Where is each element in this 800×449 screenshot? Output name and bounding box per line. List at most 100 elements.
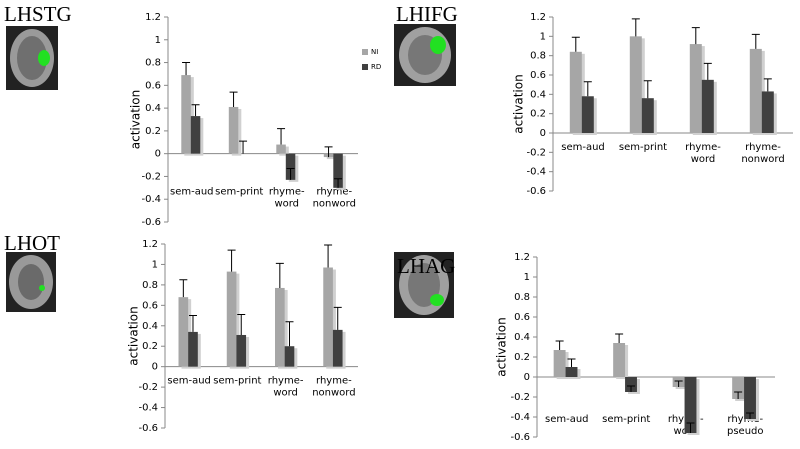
error-bar (583, 81, 592, 97)
error-bar (275, 262, 284, 288)
bar (744, 377, 756, 419)
error-bar (703, 62, 712, 80)
bar (689, 44, 702, 133)
bar (333, 153, 343, 188)
error-bar (179, 279, 188, 298)
y-tick-label: 0 (540, 128, 546, 139)
y-tick-label: -0.4 (138, 403, 158, 414)
bar (275, 287, 285, 367)
y-tick-label: -0.6 (526, 186, 546, 197)
y-tick-label: 0.8 (514, 292, 530, 303)
x-tick-label: rhyme-nonword (313, 187, 356, 210)
y-tick-label: -0.6 (510, 432, 530, 443)
error-bar (631, 18, 640, 37)
y-tick-label: -0.4 (526, 167, 546, 178)
error-bar (555, 340, 564, 350)
error-bar (237, 314, 246, 335)
chart-title: LHIFG (396, 2, 458, 26)
error-bar (285, 321, 294, 347)
y-tick-label: 1 (152, 259, 158, 270)
x-tick-label: sem-print (213, 376, 261, 387)
bar (565, 367, 578, 377)
bar (190, 116, 201, 154)
y-axis-label: activation (512, 74, 526, 133)
error-bar (229, 91, 238, 107)
y-tick-label: 0 (155, 149, 161, 160)
bar (569, 51, 582, 133)
brain-image (6, 26, 58, 90)
error-bar (188, 315, 197, 332)
legend-swatch (362, 49, 368, 55)
bar (228, 106, 239, 154)
y-tick-label: 0.8 (142, 280, 158, 291)
y-tick-label: -0.2 (138, 382, 158, 393)
x-tick-label: sem-print (619, 142, 667, 153)
y-tick-label: 0.2 (530, 109, 546, 120)
chart-title: LHOT (4, 231, 60, 255)
legend-swatch (362, 64, 368, 70)
y-tick-label: 0.4 (145, 103, 161, 114)
error-bar (324, 244, 333, 268)
x-tick-label: rhyme-pseudo (727, 414, 764, 437)
error-bar (286, 167, 295, 180)
y-tick-label: 0.4 (530, 89, 546, 100)
x-tick-label: rhyme-nonword (312, 376, 355, 399)
x-tick-label: sem-aud (167, 376, 211, 387)
bar (701, 79, 714, 133)
y-tick-label: -0.4 (141, 194, 161, 205)
y-tick-label: 0.2 (514, 352, 530, 363)
bar (761, 91, 774, 133)
y-tick-label: 0.2 (142, 341, 158, 352)
error-bar (746, 412, 755, 419)
y-tick-label: 0.6 (514, 312, 530, 323)
y-axis-label: activation (127, 306, 141, 365)
error-bar (691, 27, 700, 45)
error-bar (182, 62, 191, 76)
bar (749, 48, 762, 133)
brain-image (394, 24, 456, 86)
bar (178, 297, 189, 367)
error-bar (627, 385, 636, 392)
error-bar (227, 249, 236, 272)
brain-image (6, 252, 56, 312)
y-tick-label: 1 (540, 31, 546, 42)
y-tick-label: -0.2 (510, 392, 530, 403)
legend-label: RD (371, 63, 381, 71)
y-tick-label: 0.6 (142, 300, 158, 311)
error-bar (571, 36, 580, 52)
error-bar (239, 140, 248, 154)
error-bar (734, 391, 743, 399)
y-tick-label: -0.6 (141, 217, 161, 228)
x-tick-label: sem-print (602, 414, 650, 425)
y-tick-label: 1 (524, 272, 530, 283)
error-bar (334, 178, 343, 188)
x-tick-label: rhyme-word (269, 187, 305, 210)
brain-image (394, 252, 454, 318)
error-bar (615, 333, 624, 343)
x-tick-label: rhyme-nonword (741, 142, 784, 165)
x-tick-label: rhyme-word (268, 376, 304, 399)
y-tick-label: -0.4 (510, 412, 530, 423)
bar (236, 334, 247, 367)
chart-title: LHSTG (4, 2, 72, 26)
y-tick-label: 0.4 (142, 321, 158, 332)
error-bar (643, 80, 652, 99)
y-tick-label: 0.8 (530, 51, 546, 62)
error-bar (567, 358, 576, 367)
y-tick-label: 1 (155, 35, 161, 46)
legend-label: NI (371, 48, 378, 56)
y-tick-label: 0.4 (514, 332, 530, 343)
y-tick-label: 1.2 (530, 12, 546, 23)
error-bar (333, 306, 342, 330)
bar (332, 329, 343, 367)
chart-title: LHAG (397, 254, 455, 278)
y-tick-label: 0.8 (145, 58, 161, 69)
bar (226, 271, 237, 367)
y-tick-label: 0.6 (530, 70, 546, 81)
error-bar (674, 380, 683, 387)
bar (732, 377, 745, 399)
y-tick-label: 1.2 (514, 252, 530, 263)
bar (284, 346, 295, 367)
error-bar (191, 104, 200, 117)
bar (188, 331, 198, 367)
